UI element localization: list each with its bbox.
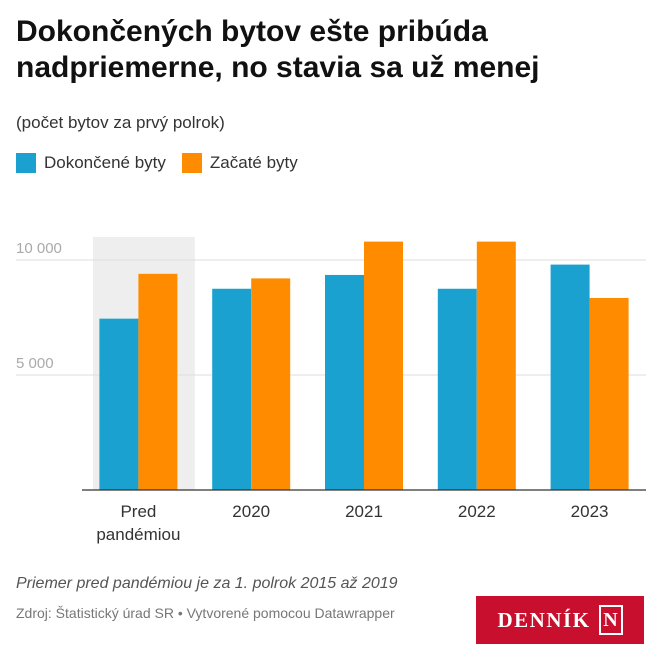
bar [589,297,629,490]
source-credit: Zdroj: Štatistický úrad SR • Vytvorené p… [16,605,395,621]
dennik-n-logo: DENNÍK N [476,596,644,644]
chart-note: Priemer pred pandémiou je za 1. polrok 2… [16,575,398,592]
bar [212,288,252,490]
x-tick-label: 2023 [571,502,609,521]
legend-swatch-completed [16,153,36,173]
chart-subtitle: (počet bytov za prvý polrok) [16,113,225,132]
y-tick-label: 10 000 [16,240,62,257]
bar [437,288,477,490]
x-tick-label: 2022 [458,502,496,521]
bar [251,278,291,490]
y-tick-label: 5 000 [16,355,54,372]
logo-n-icon: N [598,605,623,635]
logo-text: DENNÍK [497,607,591,632]
legend-swatch-started [181,153,202,173]
bar [476,241,516,490]
legend-label-completed: Dokončené byty [44,153,166,172]
legend-label-started: Začaté byty [209,153,298,172]
legend-item-completed: Dokončené byty [16,153,166,173]
x-tick-label: pandémiou [96,525,180,544]
bar-chart: 5 000 10 000 Pred pandémiou 2020 2021 2022 2023 [16,237,646,544]
bar [550,264,590,490]
x-tick-label: Pred [120,502,156,521]
bar [325,274,364,490]
x-tick-label: 2020 [232,502,270,521]
x-tick-label: 2021 [345,502,383,521]
bar [364,241,403,490]
legend-item-started: Začaté byty [181,153,298,173]
chart-title: Dokončených bytov ešte pribúda nadprieme… [16,15,540,84]
bar [138,273,178,490]
bar [99,318,139,490]
legend: Dokončené byty Začaté byty [16,153,314,173]
